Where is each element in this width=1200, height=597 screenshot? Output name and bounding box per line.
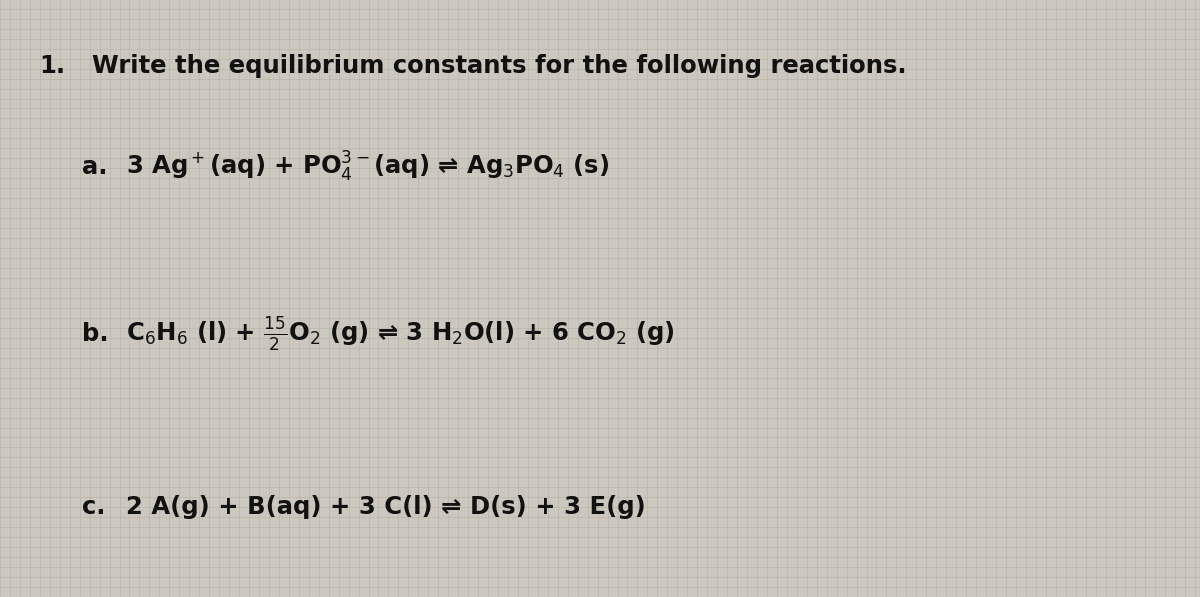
Text: a.: a. xyxy=(82,155,107,179)
Text: 1.: 1. xyxy=(40,54,66,78)
Text: 2 A(g) + B(aq) + 3 C(l) ⇌ D(s) + 3 E(g): 2 A(g) + B(aq) + 3 C(l) ⇌ D(s) + 3 E(g) xyxy=(126,496,646,519)
Text: c.: c. xyxy=(82,496,106,519)
Text: 3 Ag$^+$(aq) + PO$_4^{3-}$(aq) ⇌ Ag$_3$PO$_4$ (s): 3 Ag$^+$(aq) + PO$_4^{3-}$(aq) ⇌ Ag$_3$P… xyxy=(126,150,610,184)
Text: b.: b. xyxy=(82,322,108,346)
Text: C$_6$H$_6$ (l) + $\frac{15}{2}$O$_2$ (g) ⇌ 3 H$_2$O(l) + 6 CO$_2$ (g): C$_6$H$_6$ (l) + $\frac{15}{2}$O$_2$ (g)… xyxy=(126,316,674,353)
Text: Write the equilibrium constants for the following reactions.: Write the equilibrium constants for the … xyxy=(92,54,907,78)
